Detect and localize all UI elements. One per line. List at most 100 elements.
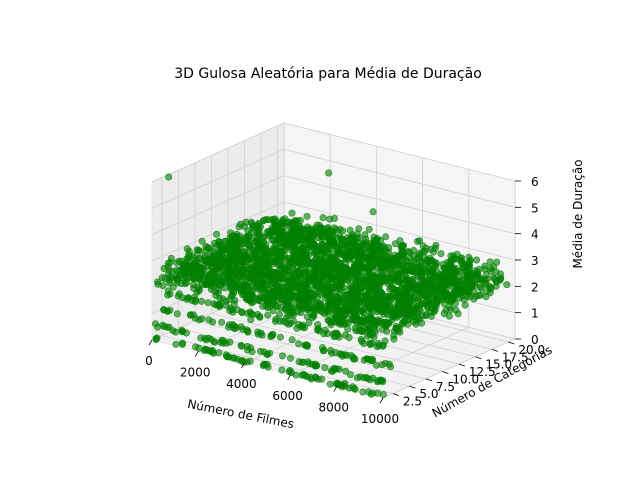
x-tick-mark	[333, 386, 338, 392]
data-point	[323, 289, 331, 297]
data-point	[183, 278, 191, 286]
data-point	[253, 235, 261, 243]
data-point	[470, 295, 478, 303]
data-point	[215, 260, 223, 268]
data-point	[256, 293, 264, 301]
data-point	[225, 321, 233, 329]
x-tick-label: 8000	[319, 400, 350, 414]
data-point	[173, 259, 181, 267]
data-point	[165, 173, 173, 181]
data-point	[227, 277, 235, 285]
data-point	[366, 376, 374, 384]
data-point	[392, 292, 400, 300]
data-point	[481, 276, 489, 284]
data-point	[418, 312, 426, 320]
data-point	[288, 209, 296, 217]
data-point	[329, 228, 337, 236]
data-point	[244, 309, 252, 317]
data-point	[247, 229, 255, 237]
data-point	[325, 169, 333, 177]
data-point	[173, 310, 181, 318]
data-point	[399, 260, 407, 268]
data-point	[295, 295, 303, 303]
data-point	[367, 357, 375, 365]
data-point	[316, 287, 324, 295]
data-point	[184, 263, 192, 271]
data-point	[297, 232, 305, 240]
data-point	[254, 310, 262, 318]
z-grid-line	[151, 148, 516, 209]
x-tick-label: 6000	[272, 389, 303, 403]
data-point	[432, 286, 440, 294]
data-point	[446, 263, 454, 271]
data-point	[218, 318, 226, 326]
data-point	[221, 284, 229, 292]
y-tick-mark	[425, 378, 433, 382]
data-point	[173, 279, 181, 287]
data-point	[287, 319, 295, 327]
data-point	[466, 256, 474, 264]
data-point	[436, 270, 444, 278]
data-point	[298, 252, 306, 260]
data-point	[301, 226, 309, 234]
data-point	[430, 308, 438, 316]
data-point	[293, 324, 301, 332]
data-point	[377, 261, 385, 269]
data-point	[325, 268, 333, 276]
data-point	[308, 314, 316, 322]
data-point	[196, 276, 204, 284]
z-tick-label: 6	[531, 175, 539, 189]
data-point	[327, 346, 335, 354]
data-point	[374, 278, 382, 286]
y-tick-label: 5.0	[419, 387, 438, 401]
data-point	[303, 305, 311, 313]
data-point	[356, 373, 364, 381]
data-point	[343, 264, 351, 272]
data-point	[167, 274, 175, 282]
data-point	[212, 291, 220, 299]
data-point	[490, 263, 498, 271]
data-point	[385, 257, 393, 265]
data-point	[422, 244, 430, 252]
data-point	[393, 313, 401, 321]
data-point	[237, 252, 245, 260]
data-point	[445, 312, 453, 320]
data-point	[290, 281, 298, 289]
data-point	[260, 348, 268, 356]
data-point	[275, 310, 283, 318]
data-point	[347, 352, 355, 360]
data-point	[315, 270, 323, 278]
data-point	[271, 269, 279, 277]
data-point	[246, 242, 254, 250]
z-tick-label: 3	[531, 254, 539, 268]
data-point	[201, 257, 209, 265]
data-point	[263, 258, 271, 266]
data-point	[321, 364, 329, 372]
data-point	[454, 267, 462, 275]
data-point	[332, 272, 340, 280]
y-tick-mark	[458, 363, 466, 367]
data-point	[294, 267, 302, 275]
data-point	[367, 279, 375, 287]
data-point	[313, 246, 321, 254]
data-point	[384, 299, 392, 307]
data-point	[401, 293, 409, 301]
data-point	[297, 286, 305, 294]
data-point	[165, 323, 173, 331]
x-tick-label: 4000	[226, 377, 257, 391]
data-point	[332, 332, 340, 340]
data-point	[350, 256, 358, 264]
data-point	[330, 215, 338, 223]
data-point	[358, 284, 366, 292]
data-point	[345, 333, 353, 341]
data-point	[238, 342, 246, 350]
data-point	[203, 278, 211, 286]
data-point	[440, 300, 448, 308]
data-point	[364, 324, 372, 332]
data-point	[338, 381, 346, 389]
data-point	[222, 351, 230, 359]
data-point	[485, 282, 493, 290]
z-tick-label: 4	[531, 228, 539, 242]
data-point	[270, 288, 278, 296]
